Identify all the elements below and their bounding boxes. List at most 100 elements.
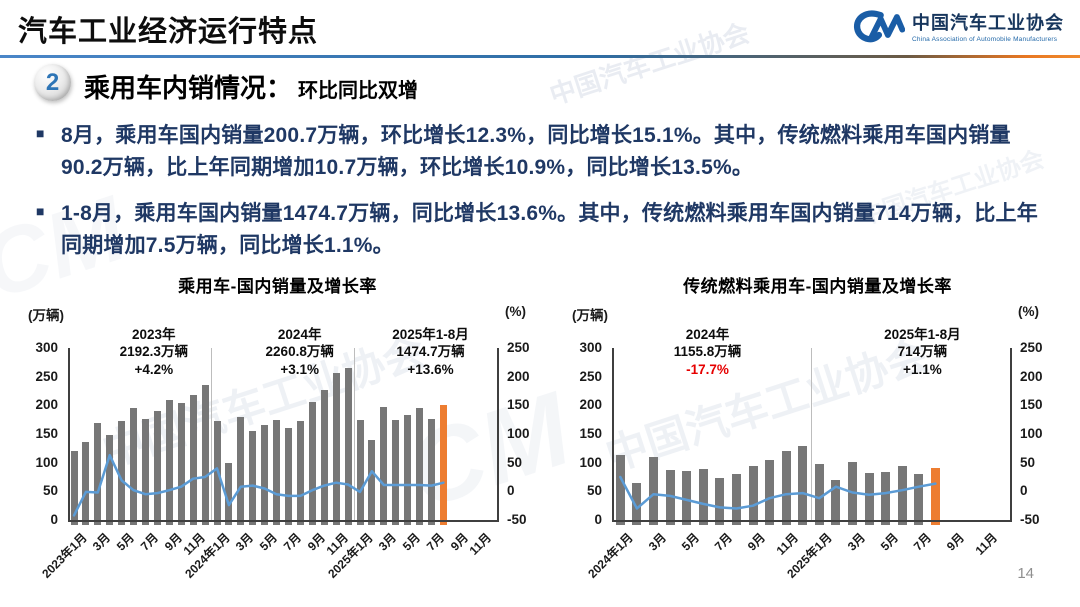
- bar: [682, 470, 692, 525]
- secondary-y-axis-label: 200: [1020, 368, 1043, 384]
- bar: [296, 421, 304, 525]
- bar: [416, 408, 423, 525]
- section-subtitle: 环比同比双增: [298, 80, 419, 102]
- annotation: 2023年 2192.3万辆 +4.2%: [120, 326, 188, 378]
- annotation-line: 2025年1-8月: [884, 327, 961, 342]
- bar: [249, 431, 257, 525]
- header-divider: [0, 55, 1080, 58]
- annotation-line: 2024年: [277, 327, 322, 342]
- highlight-bar: [439, 404, 447, 525]
- page-number: 14: [1017, 565, 1034, 582]
- x-axis-label: 7月: [911, 530, 935, 554]
- bar: [225, 462, 233, 525]
- y-axis-line: [68, 348, 70, 520]
- caam-logo-cn: 中国汽车工业协会: [912, 13, 1064, 33]
- x-axis-line: [68, 520, 499, 522]
- y-axis-label: 300: [35, 340, 58, 355]
- y-axis-label: 0: [594, 512, 602, 527]
- bar: [428, 418, 435, 525]
- bar: [70, 451, 78, 525]
- bar: [881, 471, 891, 525]
- page-title: 汽车工业经济运行特点: [18, 16, 319, 48]
- x-axis-label: 3月: [90, 530, 114, 554]
- caam-logo-mark-icon: [854, 10, 905, 43]
- secondary-y-axis-label: 250: [1020, 340, 1043, 355]
- bar: [118, 421, 126, 525]
- bar: [201, 385, 209, 525]
- annotation-line: +1.1%: [903, 361, 942, 377]
- bar: [814, 463, 824, 525]
- section-title: 乘用车内销情况：: [84, 73, 293, 103]
- annotation: 2025年1-8月 1474.7万辆 +13.6%: [392, 326, 469, 378]
- annotation: 2025年1-8月 714万辆 +1.1%: [884, 326, 961, 378]
- bullet-item: ■ 1-8月，乘用车国内销量1474.7万辆，同比增长13.6%。其中，传统燃料…: [36, 198, 1048, 261]
- left-axis-unit-label: (万辆): [28, 308, 64, 323]
- bar: [356, 420, 364, 525]
- bullet-item: ■ 8月，乘用车国内销量200.7万辆，环比增长12.3%，同比增长15.1%。…: [36, 120, 1048, 183]
- annotation-line: +4.2%: [134, 361, 174, 377]
- bar: [94, 422, 102, 525]
- chart-pv-domestic-sales: 乘用车-国内销量及增长率 (万辆) (%) 0 50 100 150 200 250 300 -5…: [15, 268, 540, 606]
- bar: [106, 435, 114, 525]
- secondary-y-axis-line: [1010, 348, 1012, 520]
- x-axis-label: 2024年1月: [585, 530, 636, 581]
- x-axis-label: 7月: [137, 530, 161, 554]
- secondary-y-axis-label: 100: [507, 426, 530, 441]
- year-separator-line: [211, 348, 212, 520]
- annotation: 2024年 2260.8万辆 +3.1%: [266, 326, 334, 378]
- bullet-text: 8月，乘用车国内销量200.7万辆，环比增长12.3%，同比增长15.1%。其中…: [61, 124, 1011, 179]
- y-axis-label: 0: [50, 512, 58, 527]
- bar: [285, 428, 292, 525]
- secondary-y-axis-line: [497, 348, 499, 520]
- bar: [153, 411, 161, 525]
- year-separator-line: [354, 348, 355, 520]
- bar: [897, 466, 907, 525]
- bar: [831, 479, 841, 525]
- x-axis-label: 9月: [745, 530, 769, 554]
- y-axis-label: 200: [35, 397, 58, 413]
- bar: [368, 439, 376, 525]
- caam-logo: 中国汽车工业协会 China Association of Automobile…: [851, 7, 1064, 45]
- bar: [344, 368, 352, 525]
- watermark-text: 中国汽车工业协会: [545, 17, 754, 111]
- growth-rate-line: [72, 453, 445, 517]
- bar: [82, 441, 90, 525]
- x-axis-label: 7月: [712, 530, 736, 554]
- y-axis-label: 150: [35, 426, 58, 441]
- bar: [189, 395, 197, 525]
- chart-title: 乘用车-国内销量及增长率: [178, 277, 377, 296]
- secondary-y-axis-label: 0: [1020, 483, 1028, 499]
- highlight-bar: [930, 468, 940, 525]
- bar: [864, 473, 874, 525]
- bar: [213, 421, 221, 525]
- left-axis-unit-label: (万辆): [572, 308, 608, 323]
- bar: [649, 456, 658, 525]
- bullet-marker-icon: ■: [36, 203, 45, 219]
- y-axis-label: 50: [586, 483, 602, 499]
- annotation: 2024年 1155.8万辆 -17.7%: [674, 326, 742, 378]
- x-axis-label: 3月: [233, 530, 257, 554]
- secondary-y-axis-label: 250: [507, 340, 530, 355]
- section-heading: 乘用车内销情况： 环比同比双增: [84, 68, 418, 105]
- bar: [320, 389, 328, 525]
- bar: [632, 483, 642, 525]
- x-axis-label: 9月: [304, 530, 328, 554]
- y-axis-label: 300: [579, 340, 602, 355]
- x-axis-label: 5月: [113, 530, 137, 554]
- caam-logo-text: 中国汽车工业协会 China Association of Automobile…: [912, 9, 1064, 43]
- x-axis-label: 11月: [467, 530, 495, 558]
- x-axis-label: 9月: [944, 530, 968, 554]
- bar: [142, 418, 149, 525]
- bar: [615, 455, 625, 525]
- secondary-y-axis-label: -50: [507, 512, 527, 527]
- annotation-line: +3.1%: [280, 361, 320, 377]
- y-axis-line: [612, 348, 614, 520]
- secondary-y-axis-label: 150: [1020, 397, 1043, 413]
- x-axis-label: 3月: [376, 530, 400, 554]
- bar: [665, 469, 675, 525]
- chart-title: 传统燃料乘用车-国内销量及增长率: [683, 277, 952, 296]
- x-axis-label: 11月: [973, 530, 1001, 558]
- secondary-y-axis-label: 200: [507, 368, 530, 384]
- x-axis-label: 2023年1月: [38, 530, 90, 581]
